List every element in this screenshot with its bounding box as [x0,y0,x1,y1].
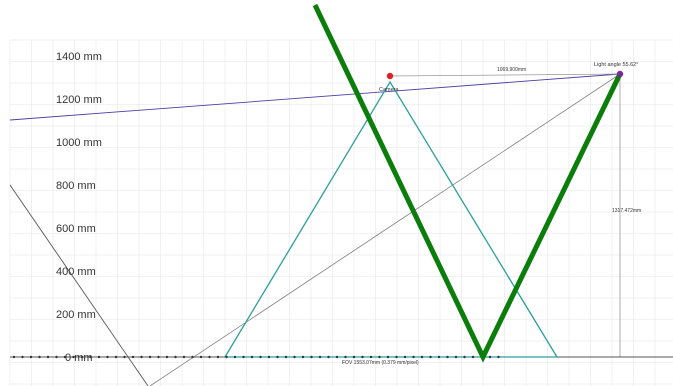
ground-dot [242,355,245,359]
light-source-marker[interactable] [616,70,624,78]
ground-dot [165,355,169,359]
diagonal-guide-line [149,73,621,386]
ground-dot [191,355,194,359]
ground-dots [12,355,500,359]
ground-dot [216,355,220,359]
ground-dot [250,355,254,359]
ground-dot [233,355,237,359]
ground-dot [463,355,466,359]
ground-dot [259,355,262,359]
ground-dot [157,355,160,359]
ground-dot [174,355,177,359]
ground-dot [386,355,390,359]
ground-dot [72,355,75,359]
camera-marker[interactable] [386,72,394,80]
y-tick-label: 1000 mm [56,137,102,149]
ground-dot [497,355,500,359]
light-beam-path [312,3,623,363]
ground-dot [12,355,16,359]
vertical-distance-label: 1317.472mm [612,208,641,214]
horizontal-distance-label: 1069.900mm [497,67,526,73]
ground-dot [140,355,143,359]
ground-dot [106,355,109,359]
ground-dot [80,355,84,359]
light-angle-label: Light angle 55.62° [594,62,638,68]
y-tick-label: 800 mm [56,180,96,192]
ground-dot [369,355,373,359]
ground-dot [199,355,203,359]
grid [9,39,673,386]
ground-dot [403,355,407,359]
ground-dot [131,355,135,359]
ground-dot [395,355,398,359]
y-tick-label: 200 mm [56,309,96,321]
fov-label: FOV 1553.07mm (0.379 mm/pixel) [342,360,419,366]
ground-dot [335,355,339,359]
ground-dot [420,355,424,359]
ground-dot [46,355,50,359]
ground-dot [429,355,432,359]
y-tick-label: 600 mm [56,223,96,235]
ground-dot [284,355,288,359]
ground-dot [446,355,449,359]
ground-dot [55,355,58,359]
ground-dot [21,355,24,359]
ground-dot [123,355,126,359]
ground-dot [208,355,211,359]
ground-dot [114,355,118,359]
ground-dot [327,355,330,359]
ground-dot [318,355,322,359]
left-guide-line [9,184,149,386]
ground-dot [378,355,381,359]
ground-dot [148,355,152,359]
y-tick-label: 0 mm [65,352,93,364]
fov-triangle [224,80,558,358]
ground-dot [225,355,228,359]
ground-dot [63,355,67,359]
ground-dot [352,355,356,359]
ground-dot [89,355,92,359]
ground-dot [310,355,313,359]
ground-dot [293,355,296,359]
light-line [9,73,621,121]
ground-dot [488,355,492,359]
ground-dot [29,355,33,359]
ground-dot [471,355,475,359]
y-tick-label: 1400 mm [56,51,102,63]
y-axis-labels: 1400 mm 1200 mm 1000 mm 800 mm 600 mm 40… [56,51,102,364]
top-dimension-line [389,73,621,77]
ground-dot [454,355,458,359]
ground-dot [182,355,186,359]
ground-dot [97,355,101,359]
ground-dot [301,355,305,359]
y-tick-label: 400 mm [56,266,96,278]
camera-label: Camera [379,87,400,93]
ground-dot [361,355,364,359]
ground-dot [344,355,347,359]
y-tick-label: 1200 mm [56,94,102,106]
ground-dot [276,355,279,359]
ground-dot [437,355,441,359]
ground-dot [38,355,41,359]
ground-dot [267,355,271,359]
ground-dot [412,355,415,359]
